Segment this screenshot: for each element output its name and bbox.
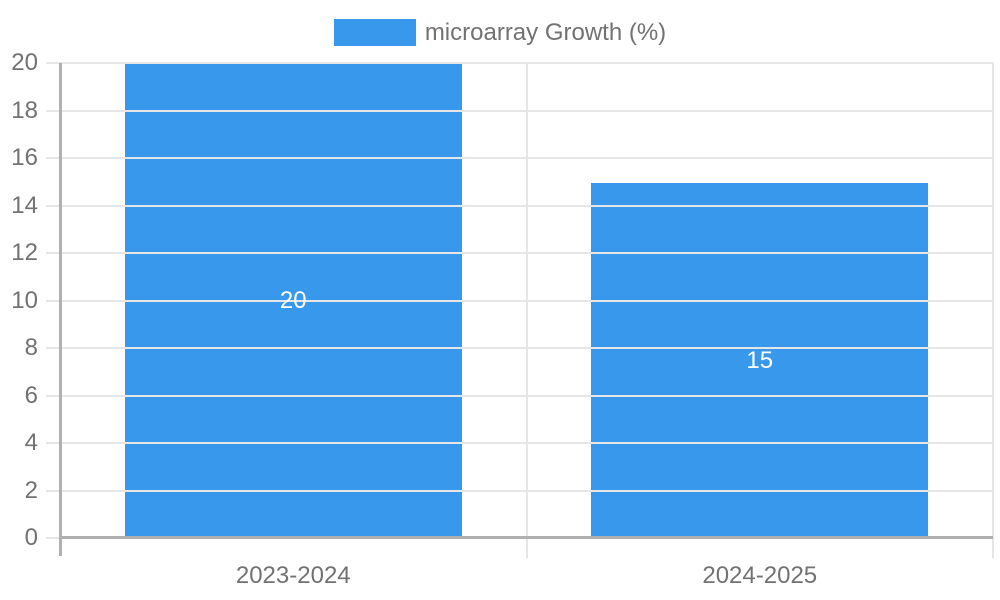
y-tick-mark <box>46 537 60 539</box>
legend: microarray Growth (%) <box>0 19 1000 46</box>
y-tick-label: 6 <box>24 382 38 409</box>
legend-label: microarray Growth (%) <box>424 19 667 46</box>
y-tick-label: 10 <box>11 287 38 314</box>
bar-value-label: 15 <box>746 346 774 374</box>
y-tick-label: 4 <box>24 429 38 456</box>
y-tick-label: 12 <box>11 239 38 266</box>
y-tick-mark <box>46 157 60 159</box>
x-axis-baseline <box>60 536 993 539</box>
y-tick-label: 18 <box>11 97 38 124</box>
category-boundary-line <box>526 63 528 558</box>
y-tick-mark <box>46 252 60 254</box>
y-axis-line <box>58 63 62 556</box>
y-tick-mark <box>46 490 60 492</box>
bar-value-label: 20 <box>279 287 307 314</box>
y-tick-mark <box>46 205 60 207</box>
y-tick-label: 20 <box>11 49 38 76</box>
y-tick-label: 8 <box>24 334 38 361</box>
y-tick-mark <box>46 395 60 397</box>
y-tick-label: 0 <box>24 524 38 551</box>
y-tick-mark <box>46 442 60 444</box>
y-tick-mark <box>46 110 60 112</box>
x-tick-label: 2023-2024 <box>235 562 351 589</box>
y-tick-mark <box>46 347 60 349</box>
bar <box>591 183 929 538</box>
x-tick-label: 2024-2025 <box>702 562 818 589</box>
y-tick-label: 14 <box>11 192 38 219</box>
y-tick-label: 16 <box>11 144 38 171</box>
y-tick-label: 2 <box>24 477 38 504</box>
category-boundary-line <box>992 63 994 558</box>
legend-swatch <box>333 19 416 46</box>
y-tick-mark <box>46 62 60 64</box>
y-tick-mark <box>46 300 60 302</box>
